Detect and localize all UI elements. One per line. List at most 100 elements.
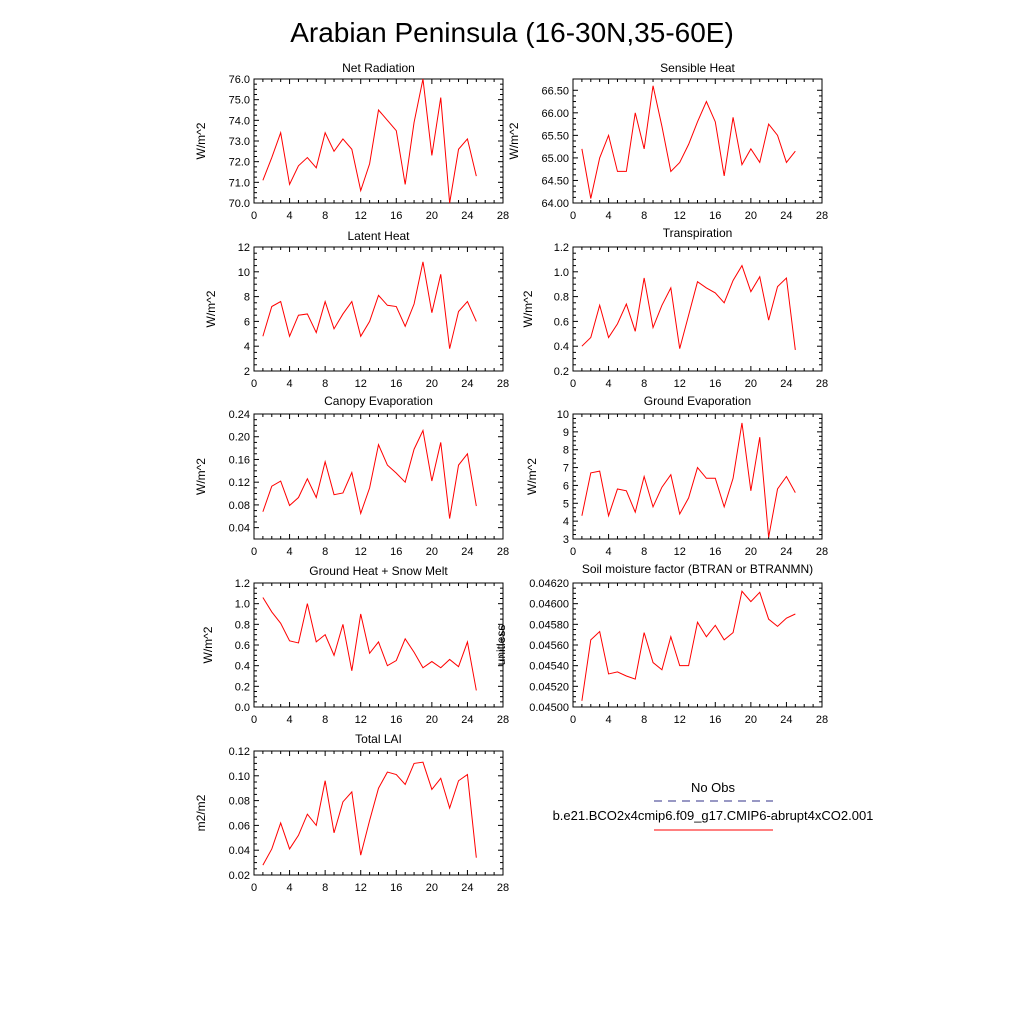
y-tick-label: 0.04620	[529, 578, 569, 590]
x-tick-label: 4	[287, 378, 293, 390]
x-tick-label: 24	[780, 378, 792, 390]
x-tick-label: 28	[816, 714, 828, 726]
y-tick-label: 0.04560	[529, 640, 569, 652]
panel-title: Ground Heat + Snow Melt	[309, 564, 448, 578]
x-tick-label: 24	[461, 546, 473, 558]
x-tick-label: 20	[426, 210, 438, 222]
x-tick-label: 12	[674, 210, 686, 222]
y-axis-label: unitless	[494, 625, 508, 666]
x-tick-label: 0	[251, 210, 257, 222]
x-tick-label: 20	[426, 882, 438, 894]
panel-title: Canopy Evaporation	[324, 394, 433, 408]
x-tick-label: 8	[322, 546, 328, 558]
y-tick-label: 7	[563, 463, 569, 475]
series-line	[581, 264, 796, 350]
x-tick-label: 0	[251, 714, 257, 726]
x-tick-label: 24	[780, 210, 792, 222]
series-line	[262, 761, 477, 866]
x-tick-label: 20	[745, 378, 757, 390]
y-tick-label: 4	[244, 341, 250, 353]
plot-frame	[253, 413, 504, 540]
legend: No Obs b.e21.BCO2x4cmip6.f09_g17.CMIP6-a…	[553, 780, 873, 831]
panel-title: Ground Evaporation	[644, 394, 751, 408]
panel-7: Ground Heat + Snow Melt W/m^2 0 4 8 12 16 20 24 2…	[201, 564, 509, 726]
x-tick-label: 8	[322, 882, 328, 894]
y-tick-label: 1.0	[235, 599, 250, 611]
x-tick-label: 0	[570, 210, 576, 222]
y-tick-label: 0.08	[229, 500, 250, 512]
x-tick-label: 24	[461, 378, 473, 390]
panel-title: Net Radiation	[342, 61, 415, 75]
y-tick-label: 0.0	[235, 702, 250, 714]
y-tick-label: 8	[563, 445, 569, 457]
x-tick-label: 16	[390, 714, 402, 726]
x-tick-label: 16	[390, 546, 402, 558]
y-axis-label: W/m^2	[201, 626, 215, 663]
x-tick-label: 20	[426, 714, 438, 726]
x-tick-label: 16	[709, 546, 721, 558]
y-tick-label: 1.2	[554, 242, 569, 254]
panel-title: Sensible Heat	[660, 61, 735, 75]
panel-5: Canopy Evaporation W/m^2 0 4 8 12 16 20 24 28 0.04…	[194, 394, 509, 558]
y-tick-label: 0.04580	[529, 619, 569, 631]
x-tick-label: 4	[287, 210, 293, 222]
y-tick-label: 0.8	[235, 619, 250, 631]
x-tick-label: 24	[780, 546, 792, 558]
x-tick-label: 8	[322, 714, 328, 726]
series-line	[262, 428, 477, 519]
y-axis-label: m2/m2	[194, 794, 208, 831]
series-line	[581, 590, 796, 701]
x-tick-label: 4	[606, 714, 612, 726]
x-tick-label: 28	[816, 378, 828, 390]
y-tick-label: 0.08	[229, 796, 250, 808]
y-tick-label: 9	[563, 427, 569, 439]
panel-title: Total LAI	[355, 732, 402, 746]
y-tick-label: 0.10	[229, 771, 250, 783]
panel-title: Latent Heat	[347, 229, 410, 243]
x-tick-label: 28	[816, 210, 828, 222]
x-tick-label: 0	[251, 546, 257, 558]
x-tick-label: 16	[390, 210, 402, 222]
y-tick-label: 66.50	[541, 85, 569, 97]
y-tick-label: 0.04	[229, 845, 250, 857]
y-tick-label: 12	[238, 242, 250, 254]
y-tick-label: 74.0	[229, 115, 250, 127]
y-tick-label: 0.04	[229, 523, 250, 535]
x-tick-label: 8	[322, 210, 328, 222]
x-tick-label: 16	[709, 210, 721, 222]
x-tick-label: 0	[251, 882, 257, 894]
y-tick-label: 71.0	[229, 177, 250, 189]
y-tick-label: 0.04600	[529, 599, 569, 611]
x-tick-label: 4	[606, 210, 612, 222]
x-tick-label: 20	[745, 546, 757, 558]
x-tick-label: 28	[497, 714, 509, 726]
x-tick-label: 20	[426, 546, 438, 558]
series-line	[262, 78, 477, 204]
y-tick-label: 1.2	[235, 578, 250, 590]
x-tick-label: 12	[674, 714, 686, 726]
y-tick-label: 1.0	[554, 267, 569, 279]
x-tick-label: 16	[390, 378, 402, 390]
y-tick-label: 0.2	[554, 366, 569, 378]
y-tick-label: 3	[563, 534, 569, 546]
plot-frame	[253, 750, 504, 876]
x-tick-label: 12	[674, 546, 686, 558]
y-tick-label: 0.16	[229, 454, 250, 466]
x-tick-label: 0	[251, 378, 257, 390]
panel-1: Net Radiation W/m^2 0 4 8 12 16 20 24 28 70.0 71.0 7…	[194, 61, 509, 222]
plot-frame	[253, 246, 504, 372]
x-tick-label: 8	[322, 378, 328, 390]
y-tick-label: 5	[563, 498, 569, 510]
x-tick-label: 20	[426, 378, 438, 390]
series-line	[581, 422, 796, 538]
x-tick-label: 4	[287, 882, 293, 894]
y-axis-label: W/m^2	[521, 290, 535, 327]
y-tick-label: 0.12	[229, 746, 250, 758]
y-tick-label: 64.00	[541, 198, 569, 210]
y-tick-label: 0.2	[235, 681, 250, 693]
y-tick-label: 6	[563, 480, 569, 492]
y-tick-label: 70.0	[229, 198, 250, 210]
y-tick-label: 0.20	[229, 432, 250, 444]
main-title: Arabian Peninsula (16-30N,35-60E)	[290, 17, 734, 48]
